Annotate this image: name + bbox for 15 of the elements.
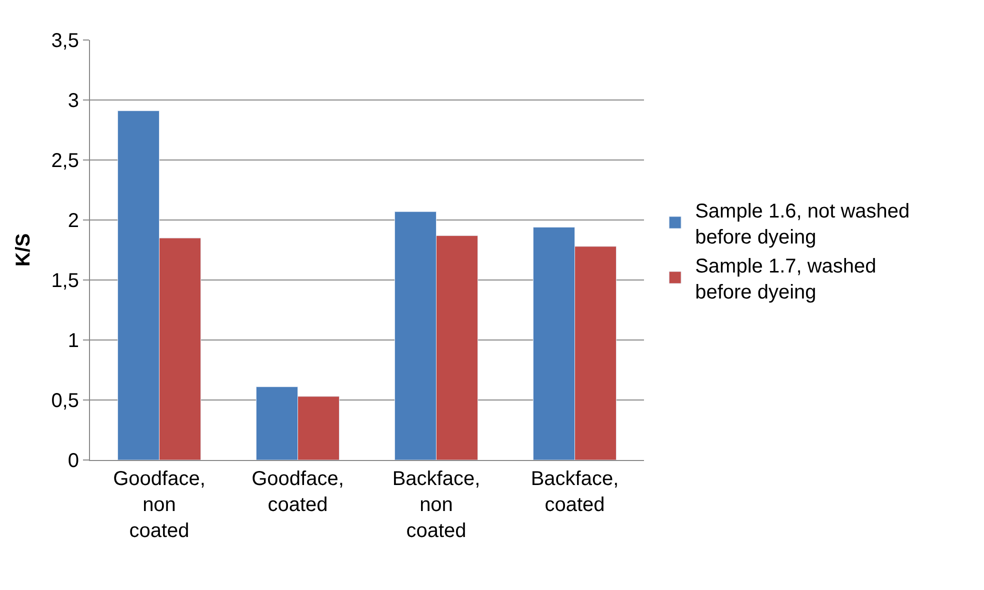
legend-label: Sample 1.6, not washed before dyeing xyxy=(695,200,910,248)
x-tick-label: Goodface, non coated xyxy=(113,468,206,542)
y-tick-label: 3 xyxy=(68,90,79,112)
y-tick-label: 0,5 xyxy=(51,390,79,412)
y-axis-title: K/S xyxy=(12,233,35,267)
x-tick-label: Backface, coated xyxy=(530,468,619,516)
y-tick-label: 0 xyxy=(68,450,79,472)
y-tick-label: 1,5 xyxy=(51,270,79,292)
legend-label: Sample 1.7, washed before dyeing xyxy=(695,255,876,304)
y-tick-label: 2,5 xyxy=(51,150,79,172)
y-tick-label: 2 xyxy=(68,210,79,232)
y-tick-label: 3,5 xyxy=(51,30,79,52)
x-tick-label: Backface, non coated xyxy=(392,468,480,542)
y-tick-label: 1 xyxy=(68,330,79,352)
x-tick-label: Goodface, coated xyxy=(252,468,344,516)
